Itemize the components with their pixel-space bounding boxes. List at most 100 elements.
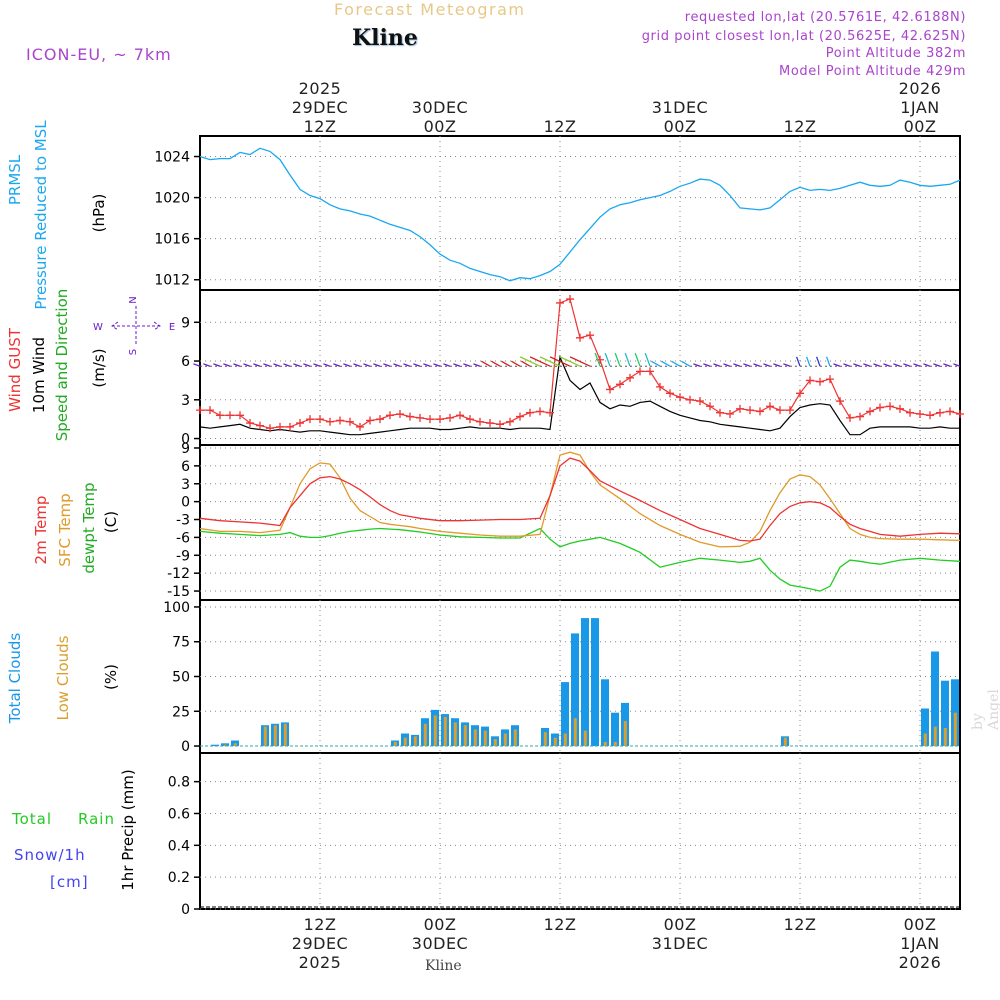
low-clouds-bar (393, 741, 397, 747)
wind-direction-arrow (423, 363, 431, 367)
y-tick-label: 1020 (154, 191, 190, 207)
wind-direction-arrow (713, 363, 721, 367)
gust-marker (776, 406, 784, 415)
y-tick-label: -15 (167, 584, 190, 600)
gust-marker (746, 406, 754, 415)
y-tick-label: 1016 (154, 232, 190, 248)
low-clouds-bar (783, 737, 787, 746)
wind-direction-arrow (463, 363, 471, 367)
wind-direction-arrow (650, 360, 661, 367)
wind-direction-arrow (903, 363, 911, 367)
gust-marker (786, 406, 794, 415)
low-clouds-bar (933, 726, 937, 747)
footer-station: Kline (425, 958, 462, 974)
wind-direction-arrow (393, 363, 401, 367)
gust-marker (796, 389, 804, 398)
gust-marker (956, 410, 964, 418)
requested-coords: requested lon,lat (20.5761E, 42.6188N) (684, 10, 966, 25)
gust-marker (646, 367, 654, 376)
y-tick-label: 25 (172, 704, 190, 720)
gust-marker (936, 408, 944, 417)
gust-marker (476, 417, 484, 426)
gust-marker (356, 422, 364, 431)
gust-marker (906, 408, 914, 417)
total-clouds-bar (571, 633, 579, 747)
gust-marker (546, 408, 554, 417)
dewpt-label: dewpt Temp (80, 482, 98, 573)
wind-direction-arrow (203, 363, 211, 367)
wind-direction-arrow (373, 363, 381, 367)
gust-marker (636, 367, 644, 376)
bottom-time-label: 2025 (299, 953, 342, 972)
total-clouds-bar (601, 679, 609, 747)
sfc-temp-line (199, 451, 961, 548)
gust-marker (486, 419, 494, 428)
low-clouds-bar (473, 729, 477, 747)
grid-point-coords: grid point closest lon,lat (20.5625E, 42… (641, 29, 966, 44)
gust-marker (756, 407, 764, 416)
wind-direction-arrow (443, 363, 451, 367)
gust-marker (916, 410, 924, 418)
temp2m-label: 2m Temp (32, 496, 50, 565)
gust-marker (336, 416, 344, 425)
y-tick-label: -3 (176, 513, 190, 529)
low-clouds-bar (493, 739, 497, 747)
top-time-label: 12Z (784, 117, 817, 136)
wind-direction-arrow (680, 360, 691, 367)
total-clouds-bar (211, 744, 219, 747)
pressure-label-1: PRMSL (6, 154, 24, 205)
low-clouds-bar (233, 743, 237, 747)
gust-marker (806, 376, 814, 385)
wind-direction-arrow (559, 356, 581, 367)
gust-marker (206, 406, 214, 415)
bottom-time-label: 00Z (904, 915, 937, 934)
low-clouds-bar (923, 733, 927, 746)
gust-marker (856, 412, 864, 421)
y-tick-label: 0.8 (168, 775, 190, 791)
wind-direction-arrow (510, 360, 521, 367)
y-tick-label: 0.2 (168, 870, 190, 886)
wind-direction-arrow (953, 363, 961, 367)
gust-marker (536, 407, 544, 416)
wind-direction-arrow (343, 363, 351, 367)
wind-direction-arrow (293, 363, 301, 367)
station-name: Kline (352, 25, 418, 51)
y-tick-label: 75 (172, 635, 190, 651)
low-clouds-bar (953, 712, 957, 747)
gust-marker (516, 412, 524, 421)
wind-direction-arrow (753, 363, 761, 367)
bottom-time-label: 12Z (304, 915, 337, 934)
gust-marker (876, 403, 884, 412)
low-clouds-bar (453, 722, 457, 746)
top-time-label: 29DEC (292, 98, 348, 117)
bottom-time-label: 00Z (664, 915, 697, 934)
wind-10m-label: 10m Wind (30, 337, 48, 413)
panel-frame-1 (199, 289, 961, 446)
y-tick-label: 0 (181, 902, 190, 918)
wind-direction-arrow (703, 363, 711, 367)
y-tick-label: 3 (181, 477, 190, 493)
gust-marker (456, 411, 464, 420)
wind-direction-arrow (843, 363, 851, 367)
wind-gust-label: Wind GUST (6, 327, 24, 412)
gust-marker (436, 415, 444, 424)
wind-direction-arrow (473, 363, 481, 367)
wind-direction-arrow (413, 363, 421, 367)
wind-direction-arrow (634, 352, 641, 367)
chart-title: Forecast Meteogram (334, 0, 526, 19)
low-clouds-bar (433, 715, 437, 746)
gust-marker (576, 333, 584, 342)
wind-direction-arrow (433, 363, 441, 367)
rain-label-2: Rain (78, 810, 115, 828)
gust-marker (326, 417, 334, 426)
pressure-label-2: Pressure Reduced to MSL (32, 120, 50, 310)
gust-marker (216, 411, 224, 420)
top-time-label: 12Z (544, 117, 577, 136)
y-tick-label: -6 (176, 530, 190, 546)
wind-direction-arrow (923, 363, 931, 367)
snow-label: Snow/1h (14, 846, 86, 864)
low-clouds-bar (603, 741, 607, 747)
y-tick-label: 0.6 (168, 806, 190, 822)
gust-marker (686, 395, 694, 404)
